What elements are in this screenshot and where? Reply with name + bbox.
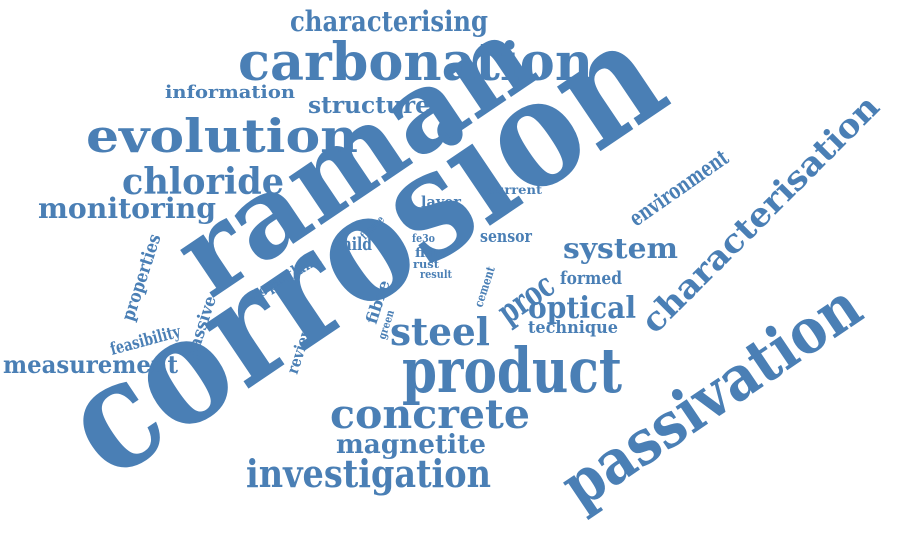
word-result: result [420,268,453,281]
word-product: product [402,334,622,407]
word-measurement: measurement [3,350,178,379]
word-sensor: sensor [480,227,533,247]
word-system: system [563,232,678,265]
word-optical: optical [528,291,636,326]
word-information: information [165,82,295,103]
word-investigation: investigation [246,451,491,496]
word-fe3o: fe3o [412,232,435,245]
word-chloride: chloride [122,161,284,203]
word-film: film [415,246,445,261]
word-structure: structure [308,92,430,119]
word-carbonation: carbonation [238,32,593,93]
word-current: current [487,183,542,197]
word-monitoring: monitoring [38,192,216,225]
word-magnetite: magnetite [336,430,486,460]
word-steel: steel [390,309,490,354]
word-evolution: evolution [86,109,358,163]
word-technique: technique [528,318,618,338]
word-formed: formed [560,268,622,289]
word-mild: mild [337,234,372,255]
word-layer: layer [421,193,462,211]
word-characterising: characterising [290,5,488,38]
word-concrete: concrete [330,391,530,438]
word-rust: rust [413,258,440,271]
